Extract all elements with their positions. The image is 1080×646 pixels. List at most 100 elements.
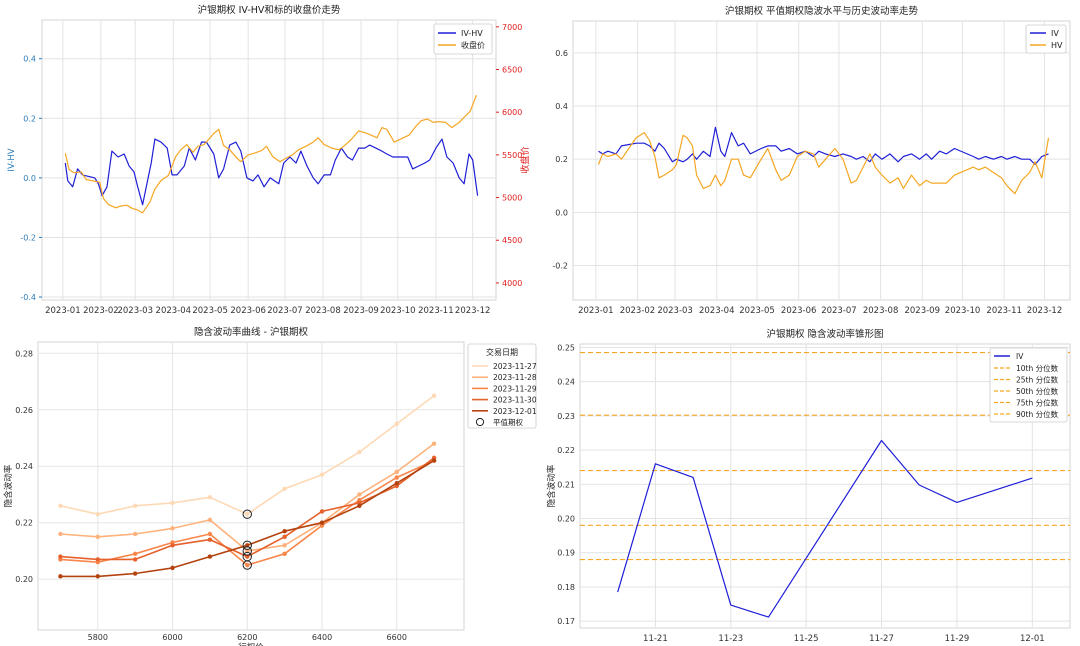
- y2-tick-label: 6500: [502, 66, 522, 75]
- y2-tick-label: 7000: [502, 23, 522, 32]
- legend-title: 交易日期: [486, 347, 518, 357]
- y-tick-label: 0.23: [557, 412, 575, 421]
- chart-title: 隐含波动率曲线 - 沪银期权: [194, 326, 308, 338]
- y2-tick-label: 4500: [502, 236, 522, 245]
- data-point: [95, 512, 100, 517]
- y-tick-label: 0.25: [557, 343, 575, 352]
- y2-tick-label: 5500: [502, 151, 522, 160]
- data-point: [357, 503, 362, 508]
- grid: [580, 344, 1070, 628]
- legend: IV-HV 收盘价: [433, 23, 493, 55]
- data-point: [319, 520, 325, 525]
- series-line-iv: [598, 126, 1049, 166]
- y-tick-label: 0.26: [15, 406, 33, 415]
- x-tick-label: 2023-12: [1027, 306, 1063, 316]
- x-tick-label: 2023-01: [578, 306, 614, 316]
- x-tick-label: 2023-05: [739, 306, 775, 316]
- data-point: [207, 517, 213, 523]
- x-axis-label: 行权价: [238, 642, 264, 646]
- series-2023-11-27: [58, 393, 437, 517]
- y-axis-label: 隐含波动率: [546, 464, 557, 507]
- plot-area: [37, 341, 465, 631]
- y2-tick-label: 5000: [502, 194, 522, 203]
- legend-label: 75th 分位数: [1016, 398, 1059, 408]
- y-axis-label: IV-HV: [7, 148, 17, 171]
- y-tick-label: 0.4: [555, 102, 568, 111]
- y-tick-label: -0.2: [20, 233, 36, 242]
- chart-title: 沪银期权 IV-HV和标的收盘价走势: [198, 4, 341, 16]
- atm-marker: [242, 509, 252, 519]
- y-tick-label: 0.0: [555, 208, 568, 217]
- y-tick-label: 0.6: [555, 49, 568, 58]
- data-point: [58, 554, 63, 559]
- legend-frame: [433, 23, 493, 55]
- grid: [42, 20, 496, 300]
- legend-label: 50th 分位数: [1016, 386, 1059, 396]
- data-point: [170, 565, 175, 571]
- iv-hv-close-chart: 沪银期权 IV-HV和标的收盘价走势 2023-01 2023-02 2023-03 2…: [0, 0, 540, 320]
- plot-area: [41, 19, 497, 301]
- data-point: [95, 557, 100, 562]
- data-point: [207, 554, 213, 559]
- y-tick-label: 0.24: [15, 462, 33, 471]
- y-tick-label: 0.22: [557, 446, 575, 455]
- legend-atm-swatch: [475, 417, 485, 427]
- x-tick-label: 2023-05: [192, 306, 228, 316]
- data-point: [58, 574, 63, 579]
- x-tick-label: 11-25: [794, 634, 819, 644]
- data-point: [282, 534, 287, 540]
- y-tick-label: 0.17: [557, 617, 575, 626]
- data-point: [282, 486, 287, 492]
- x-tick-label: 2023-07: [267, 306, 303, 316]
- y-tick-label: -0.4: [20, 293, 36, 302]
- legend-label: 2023-11-29: [493, 384, 537, 393]
- grid: [573, 21, 1070, 300]
- x-tick-label: 2023-09: [343, 306, 379, 316]
- legend-label: 2023-12-01: [493, 407, 537, 416]
- data-point: [319, 472, 325, 477]
- legend-frame: [1025, 24, 1067, 54]
- y-tick-label: 0.20: [15, 575, 33, 584]
- y-tick-label: 0.24: [557, 378, 575, 387]
- chart-svg: 隐含波动率曲线 - 沪银期权 5800 6000 6200 6400 6600 0.20 0.…: [3, 326, 537, 646]
- x-tick-label: 2023-11: [418, 306, 454, 316]
- x-tick-label: 2023-11: [986, 306, 1022, 316]
- x-tick-label: 2023-01: [45, 306, 81, 316]
- x-tick-label: 2023-10: [380, 306, 416, 316]
- x-tick-label: 2023-08: [863, 306, 899, 316]
- y-tick-label: 0.0: [23, 174, 36, 183]
- chart-title: 沪银期权 平值期权隐波水平与历史波动率走势: [725, 5, 919, 17]
- x-tick-label: 2023-03: [117, 306, 153, 316]
- data-point: [431, 458, 437, 463]
- atm-marker: [242, 546, 252, 556]
- data-point: [245, 512, 250, 517]
- x-tick-label: 12-01: [1020, 634, 1045, 644]
- legend-label: HV: [1051, 41, 1063, 50]
- legend-label: 2023-11-30: [493, 396, 537, 405]
- data-point: [132, 557, 138, 562]
- y-tick-label: 0.22: [15, 519, 33, 528]
- data-point: [132, 571, 138, 576]
- y-tick-label: 0.4: [23, 55, 36, 64]
- x-tick-label: 11-29: [945, 634, 970, 644]
- x-tick-label: 5800: [88, 633, 108, 642]
- data-point: [170, 526, 175, 531]
- x-tick-label: 11-21: [643, 634, 668, 644]
- data-point: [282, 551, 287, 556]
- y-tick-label: -0.2: [552, 261, 568, 270]
- x-tick-label: 2023-06: [781, 306, 817, 316]
- y2-tick-label: 4000: [502, 279, 522, 288]
- y-tick-label: 0.18: [557, 583, 575, 592]
- series-line-hv: [597, 132, 1050, 195]
- y-tick-label: 0.28: [15, 349, 33, 358]
- x-tick-label: 6400: [312, 633, 332, 642]
- data-point: [319, 509, 325, 514]
- data-point: [207, 531, 213, 537]
- x-tick-label: 2023-12: [455, 306, 491, 316]
- data-point: [394, 421, 399, 427]
- legend-label: 90th 分位数: [1016, 409, 1059, 419]
